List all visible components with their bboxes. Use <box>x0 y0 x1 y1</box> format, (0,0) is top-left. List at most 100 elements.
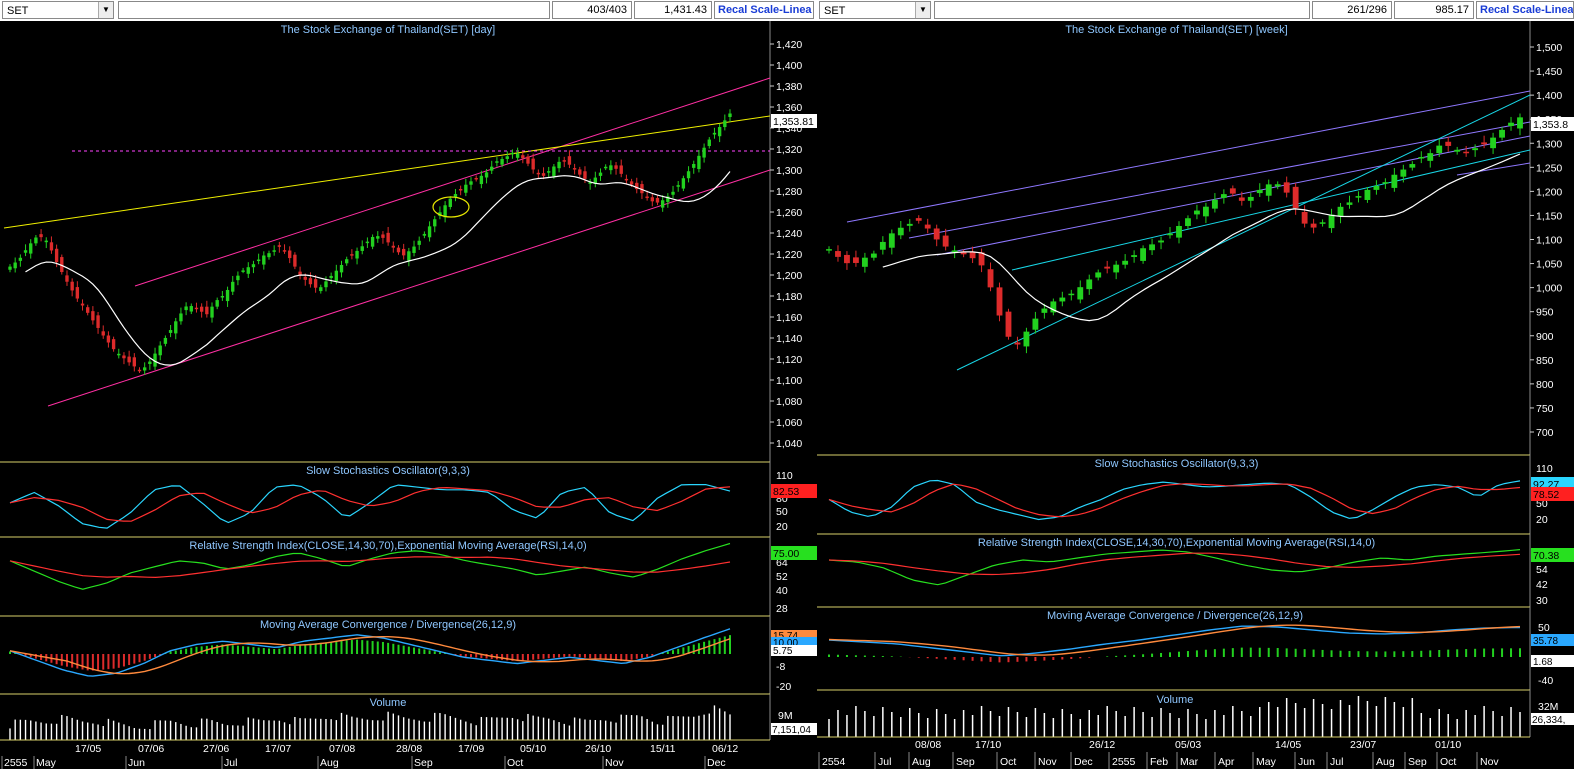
price-tick-label: 1,100 <box>1536 235 1562 247</box>
month-label: Nov <box>1038 756 1057 768</box>
candle-body <box>888 233 895 248</box>
candle-body <box>583 171 587 179</box>
candle-body <box>458 188 463 191</box>
date-label: 17/09 <box>458 743 484 755</box>
candle-body <box>640 184 644 194</box>
candle-body <box>1176 226 1182 238</box>
month-label: Dec <box>707 757 726 769</box>
candle-body <box>1418 157 1425 159</box>
left-range-field: 403/403 <box>552 1 632 19</box>
candle-body <box>655 197 660 203</box>
candle-body <box>1167 233 1173 236</box>
price-tick-label: 1,280 <box>776 186 802 198</box>
candle-body <box>1050 301 1057 313</box>
moving-average-line <box>25 171 731 366</box>
right-symbol-select[interactable]: SET ▼ <box>819 1 931 19</box>
price-tick-label: 850 <box>1536 355 1554 367</box>
candle-body <box>86 307 90 313</box>
candle-body <box>376 236 380 239</box>
month-label: May <box>1256 756 1277 768</box>
stoch-pane-tick-label: 110 <box>776 470 793 482</box>
candle-body <box>1095 272 1102 278</box>
rsi-pane-tick-label: 30 <box>1536 595 1548 607</box>
candle-body <box>396 247 401 253</box>
rsi-pane-tick-label: 42 <box>1536 579 1548 591</box>
candle-body <box>111 339 116 350</box>
candle-body <box>717 127 722 137</box>
rsi-pane-tick-label: 52 <box>776 571 788 583</box>
highlight-ellipse <box>432 196 470 218</box>
candle-body <box>650 197 654 202</box>
candle-body <box>168 330 173 333</box>
candle-body <box>505 156 509 159</box>
candle-body <box>189 306 193 312</box>
date-label: 26/10 <box>585 743 611 755</box>
candle-body <box>391 245 395 248</box>
month-label: May <box>36 757 57 769</box>
candle-body <box>515 153 520 158</box>
last-price-tag <box>1531 117 1574 131</box>
candle-body <box>339 264 344 273</box>
candle-body <box>1454 149 1461 152</box>
candle-body <box>1023 331 1030 347</box>
date-label: 08/08 <box>915 739 941 751</box>
candle-body <box>8 266 12 270</box>
right-blank-field <box>934 1 1310 19</box>
candle-body <box>282 250 287 252</box>
month-label: Nov <box>605 757 624 769</box>
candle-body <box>835 251 841 257</box>
candle-body <box>572 168 577 170</box>
candle-body <box>1256 189 1263 194</box>
candle-body <box>148 361 152 365</box>
price-tick-label: 950 <box>1536 307 1554 319</box>
price-tick-label: 1,000 <box>1536 283 1562 295</box>
month-label: Mar <box>1180 756 1199 768</box>
candle-body <box>547 171 551 173</box>
price-tick-label: 1,500 <box>1536 42 1562 54</box>
candle-body <box>960 252 967 255</box>
stoch-pane-tick-label: 20 <box>776 521 788 533</box>
candle-body <box>541 173 546 176</box>
stoch-pane-value-label: 78.52 <box>1533 489 1559 501</box>
candle-body <box>567 156 572 165</box>
left-symbol-select[interactable]: SET ▼ <box>2 1 114 19</box>
rsi-pane-tick-label: 40 <box>776 585 788 597</box>
macd-value-label: 10.00 <box>773 638 798 649</box>
candle-body <box>1463 151 1470 154</box>
candle-body <box>1391 174 1398 188</box>
rsi-pane-tick-label: 54 <box>1536 564 1548 576</box>
stoch-pane-value-tag <box>771 484 817 498</box>
candle-body <box>438 212 442 216</box>
candle-body <box>1005 311 1012 337</box>
candle-body <box>479 175 484 185</box>
candle-body <box>443 205 447 218</box>
candle-body <box>127 356 131 363</box>
macd-tick-label: 50 <box>1538 622 1550 634</box>
price-tick-label: 1,250 <box>1536 162 1562 174</box>
candle-body <box>1086 279 1093 290</box>
main-chart-title: The Stock Exchange of Thailand(SET) [day… <box>281 24 495 36</box>
trend-line-5 <box>1456 162 1531 176</box>
candle-body <box>142 367 147 371</box>
candle-body <box>215 300 219 307</box>
volume-pane-title: Volume <box>1157 694 1194 706</box>
chevron-down-icon[interactable]: ▼ <box>98 2 113 18</box>
candle-body <box>34 237 38 244</box>
left-recal-button[interactable]: Recal Scale-Linea <box>714 1 814 19</box>
price-tick-label: 1,060 <box>776 417 802 429</box>
month-label: Feb <box>1150 756 1168 768</box>
candle-body <box>531 158 535 170</box>
chevron-down-icon[interactable]: ▼ <box>915 2 930 18</box>
candle-body <box>91 311 95 321</box>
price-tick-label: 1,300 <box>1536 138 1562 150</box>
price-tick-label: 1,420 <box>776 39 802 51</box>
right-recal-button[interactable]: Recal Scale-Linea <box>1476 1 1574 19</box>
trend-line-1 <box>134 77 771 287</box>
stoch-pane-value-tag <box>1531 487 1574 501</box>
candle-body <box>1409 164 1416 168</box>
candle-body <box>1265 184 1272 196</box>
candle-body <box>96 315 100 328</box>
candle-body <box>469 181 473 185</box>
price-tick-label: 1,320 <box>776 144 802 156</box>
candle-body <box>1220 194 1227 198</box>
